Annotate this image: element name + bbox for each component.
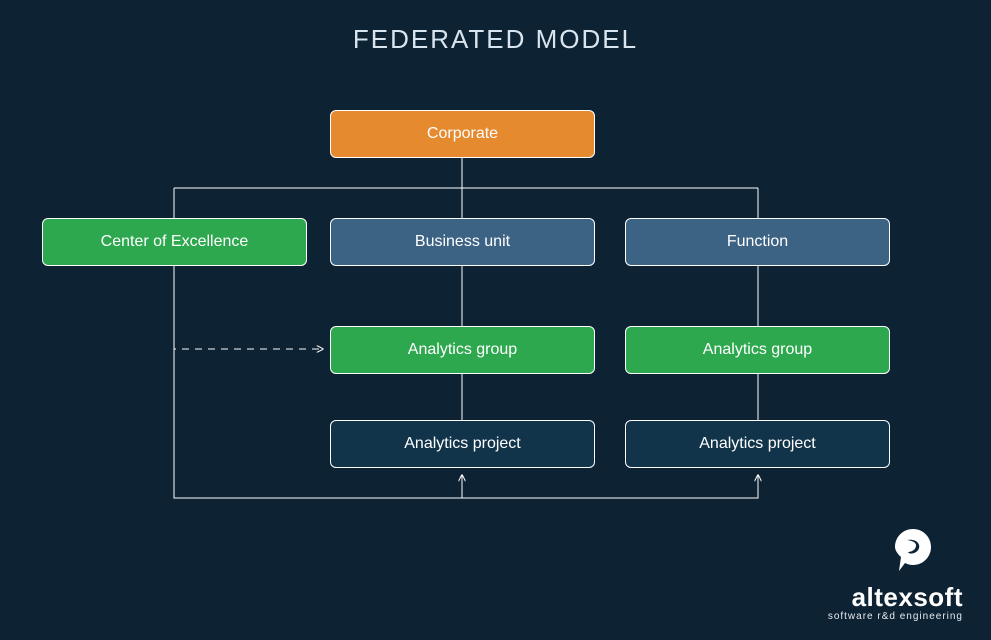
diagram-canvas: FEDERATED MODEL Corporate Center of Excel… (0, 0, 991, 640)
node-function: Function (625, 218, 890, 266)
node-corporate: Corporate (330, 110, 595, 158)
diagram-title: FEDERATED MODEL (0, 24, 991, 55)
connector-lines (0, 0, 991, 640)
node-center_excellence: Center of Excellence (42, 218, 307, 266)
node-analytics_project_2: Analytics project (625, 420, 890, 468)
node-business_unit: Business unit (330, 218, 595, 266)
logo-tagline: software r&d engineering (828, 611, 963, 622)
node-analytics_group_2: Analytics group (625, 326, 890, 374)
logo-brand-light: soft (913, 582, 963, 612)
logo-brand-bold: altex (852, 582, 914, 612)
edge-9 (174, 266, 323, 349)
node-analytics_project_1: Analytics project (330, 420, 595, 468)
logo-text: altexsoft software r&d engineering (828, 582, 963, 622)
node-analytics_group_1: Analytics group (330, 326, 595, 374)
logo-icon (893, 527, 933, 578)
edge-11 (462, 475, 758, 498)
